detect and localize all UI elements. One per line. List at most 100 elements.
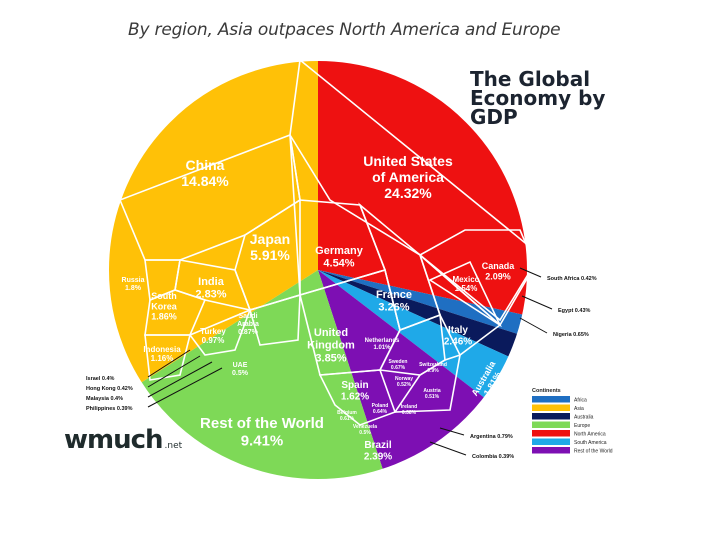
leader-hong-kong: [147, 355, 201, 388]
leader-colombia: [429, 441, 467, 456]
label-name-spain-0: Spain: [341, 380, 368, 391]
logo-text: wmuch: [64, 425, 164, 455]
label-name-south-korea-0: South: [151, 291, 177, 301]
legend-swatch-rest-of-the-world: [532, 447, 570, 454]
label-name-switzerland-0: Switzerland: [419, 362, 447, 368]
leader-israel: [147, 349, 191, 378]
cell-border-16: [188, 308, 252, 356]
leader-label-hong-kong: Hong Kong 0.42%: [86, 386, 133, 392]
leader-malaysia: [147, 361, 213, 398]
label-name-uae-0: UAE: [233, 362, 248, 369]
legend-swatch-north-america: [532, 430, 570, 437]
region-south-america: [318, 270, 510, 398]
label-name-saudi-arabia-0: Saudi: [238, 313, 257, 320]
region-africa: [318, 270, 524, 335]
brand-logo: wmuch .net: [64, 425, 182, 455]
label-name-china-0: China: [186, 157, 225, 173]
legend-swatch-asia: [532, 404, 570, 411]
label-name-sweden-0: Sweden: [389, 359, 408, 365]
leader-egypt: [521, 295, 553, 310]
label-value-saudi-arabia: 0.87%: [238, 329, 259, 336]
legend-title: Continents: [532, 388, 561, 394]
label-value-ireland: 0.38%: [402, 410, 417, 416]
chart-outline: [107, 59, 529, 481]
leader-label-colombia: Colombia 0.39%: [472, 454, 514, 460]
cell-border-14: [144, 289, 207, 336]
label-value-rest-of-the-world: 9.41%: [241, 432, 284, 449]
label-value-brazil: 2.39%: [364, 452, 392, 463]
leader-label-south-africa: South Africa 0.42%: [547, 276, 597, 282]
leader-nigeria: [519, 317, 548, 334]
label-name-japan-0: Japan: [250, 231, 290, 247]
label-value-austria: 0.51%: [425, 394, 440, 400]
label-value-sweden: 0.67%: [391, 365, 406, 371]
label-name-south-korea-1: Korea: [151, 301, 178, 311]
cell-border-17: [249, 293, 301, 346]
leader-philippines: [147, 367, 223, 408]
logo-tld: .net: [164, 441, 183, 451]
slide-heading: By region, Asia outpaces North America a…: [128, 20, 561, 40]
legend-swatch-europe: [532, 421, 570, 428]
label-name-brazil-0: Brazil: [364, 440, 391, 451]
legend-label-rest-of-the-world: Rest of the World: [574, 449, 613, 455]
label-name-ireland-0: Ireland: [401, 404, 417, 410]
leader-label-israel: Israel 0.4%: [86, 376, 115, 382]
leader-label-nigeria: Nigeria 0.65%: [553, 332, 589, 338]
label-name-netherlands-0: Netherlands: [365, 338, 400, 344]
region-rest-of-the-world: [318, 270, 485, 470]
label-value-uae: 0.5%: [232, 370, 249, 377]
label-value-india: 2.83%: [195, 289, 226, 301]
leader-lines: South Africa 0.42% Egypt 0.43% Nigeria 0.6…: [86, 267, 597, 460]
label-name-united-kingdom-0: United: [314, 327, 348, 339]
legend: Continents Africa Asia Australia Europe North…: [532, 388, 613, 455]
chart-title: The Global Economy by GDP: [470, 67, 606, 129]
legend-swatch-africa: [532, 396, 570, 403]
label-name-venezuela-0: Venezuela: [353, 424, 377, 430]
leader-label-egypt: Egypt 0.43%: [558, 308, 591, 314]
cell-border-15: [144, 334, 192, 381]
label-name-united-states-of-america-0: United States: [363, 153, 453, 169]
label-name-united-kingdom-1: Kingdom: [307, 340, 355, 352]
label-name-austria-0: Austria: [423, 388, 440, 394]
label-value-switzerland: 0.9%: [427, 368, 439, 374]
label-name-canada-0: Canada: [482, 261, 516, 271]
label-value-italy: 2.46%: [444, 337, 472, 348]
region-europe: [140, 270, 383, 480]
cell-borders: [107, 58, 542, 481]
label-value-mexico: 1.54%: [455, 284, 478, 293]
legend-label-south-america: South America: [574, 440, 607, 446]
label-name-france-0: France: [376, 289, 412, 301]
cell-border-8: [378, 313, 446, 376]
label-name-poland-0: Poland: [372, 403, 389, 409]
leader-label-malaysia: Malaysia 0.4%: [86, 396, 123, 402]
label-name-turkey-0: Turkey: [200, 327, 226, 336]
label-name-mexico-0: Mexico: [452, 275, 479, 284]
label-value-japan: 5.91%: [250, 247, 290, 263]
label-value-spain: 1.62%: [341, 392, 369, 403]
label-value-poland: 0.64%: [373, 409, 388, 415]
legend-swatch-south-america: [532, 438, 570, 445]
label-value-norway: 0.52%: [397, 382, 412, 388]
label-name-italy-0: Italy: [448, 325, 468, 336]
label-name-belgium-0: Belgium: [337, 410, 357, 416]
